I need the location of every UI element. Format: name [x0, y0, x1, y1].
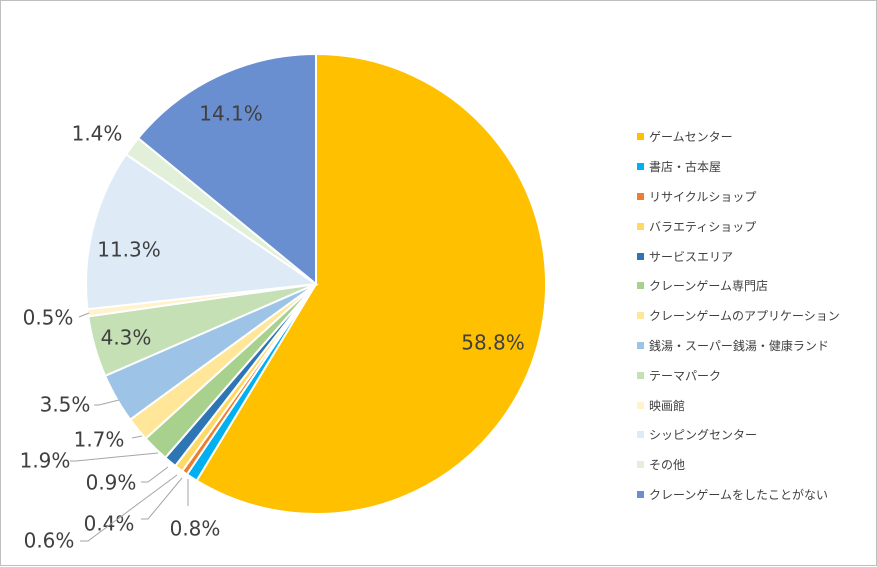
legend-swatch: [637, 282, 644, 290]
legend-item: クレーンゲームのアプリケーション: [637, 301, 872, 331]
legend-item: クレーンゲームをしたことがない: [637, 480, 872, 510]
legend-swatch: [637, 133, 644, 141]
data-label: 1.9%: [20, 449, 71, 473]
legend-item: サービスエリア: [637, 241, 872, 271]
legend-item: ゲームセンター: [637, 122, 872, 152]
legend-item: その他: [637, 450, 872, 480]
data-label: 1.7%: [74, 428, 125, 452]
pie-slice: [84, 152, 319, 311]
legend-swatch: [637, 371, 644, 379]
legend-label: 映画館: [649, 398, 686, 413]
data-label: 1.4%: [72, 122, 123, 146]
legend-label: 書店・古本屋: [649, 160, 722, 175]
leader-line: [131, 435, 143, 439]
legend-label: サービスエリア: [649, 249, 734, 264]
legend-item: 映画館: [637, 390, 872, 420]
legend-label: リサイクルショップ: [649, 189, 757, 204]
legend-swatch: [637, 431, 644, 439]
data-label: 3.5%: [40, 393, 91, 417]
data-label: 0.4%: [84, 512, 135, 536]
leader-line: [78, 312, 90, 318]
legend-swatch: [637, 192, 644, 200]
data-label: 0.8%: [170, 517, 221, 541]
legend-label: クレーンゲームのアプリケーション: [649, 309, 840, 324]
leader-line: [70, 452, 159, 462]
pie-slice: [136, 52, 317, 287]
legend-label: クレーンゲーム専門店: [649, 279, 769, 294]
data-label: 4.3%: [101, 326, 152, 350]
legend-label: ゲームセンター: [649, 130, 733, 145]
data-label: 0.9%: [86, 471, 137, 495]
legend-swatch: [637, 252, 644, 260]
legend-item: シッピングセンター: [637, 420, 872, 450]
leader-line: [94, 399, 120, 406]
legend-item: リサイクルショップ: [637, 182, 872, 212]
leader-line: [80, 474, 178, 542]
legend-swatch: [637, 222, 644, 230]
legend-item: 書店・古本屋: [637, 152, 872, 182]
pie-slice: [195, 52, 548, 515]
legend-swatch: [637, 461, 644, 469]
legend-label: クレーンゲームをしたことがない: [649, 487, 829, 502]
legend-swatch: [637, 490, 644, 498]
legend-swatch: [637, 401, 644, 409]
legend-item: クレーンゲーム専門店: [637, 271, 872, 301]
data-label: 0.5%: [23, 306, 74, 330]
chart-legend: ゲームセンター 書店・古本屋リサイクルショップ バラエティショップ サービスエリアクレ…: [637, 122, 872, 509]
legend-item: テーマパーク: [637, 360, 872, 390]
leader-line: [141, 477, 183, 520]
legend-label: 銭湯・スーパー銭湯・健康ランド: [649, 338, 829, 353]
legend-swatch: [637, 341, 644, 349]
data-label: 11.3%: [97, 238, 161, 262]
legend-item: 銭湯・スーパー銭湯・健康ランド: [637, 331, 872, 361]
data-label: 14.1%: [199, 102, 263, 126]
data-label: 0.6%: [24, 529, 75, 553]
legend-swatch: [637, 312, 644, 320]
legend-label: バラエティショップ: [649, 219, 757, 234]
legend-label: テーマパーク: [649, 368, 722, 383]
data-label: 58.8%: [461, 331, 525, 355]
leader-line: [141, 466, 169, 483]
legend-label: その他: [649, 458, 686, 473]
legend-label: シッピングセンター: [649, 428, 758, 443]
legend-item: バラエティショップ: [637, 211, 872, 241]
legend-swatch: [637, 163, 644, 171]
